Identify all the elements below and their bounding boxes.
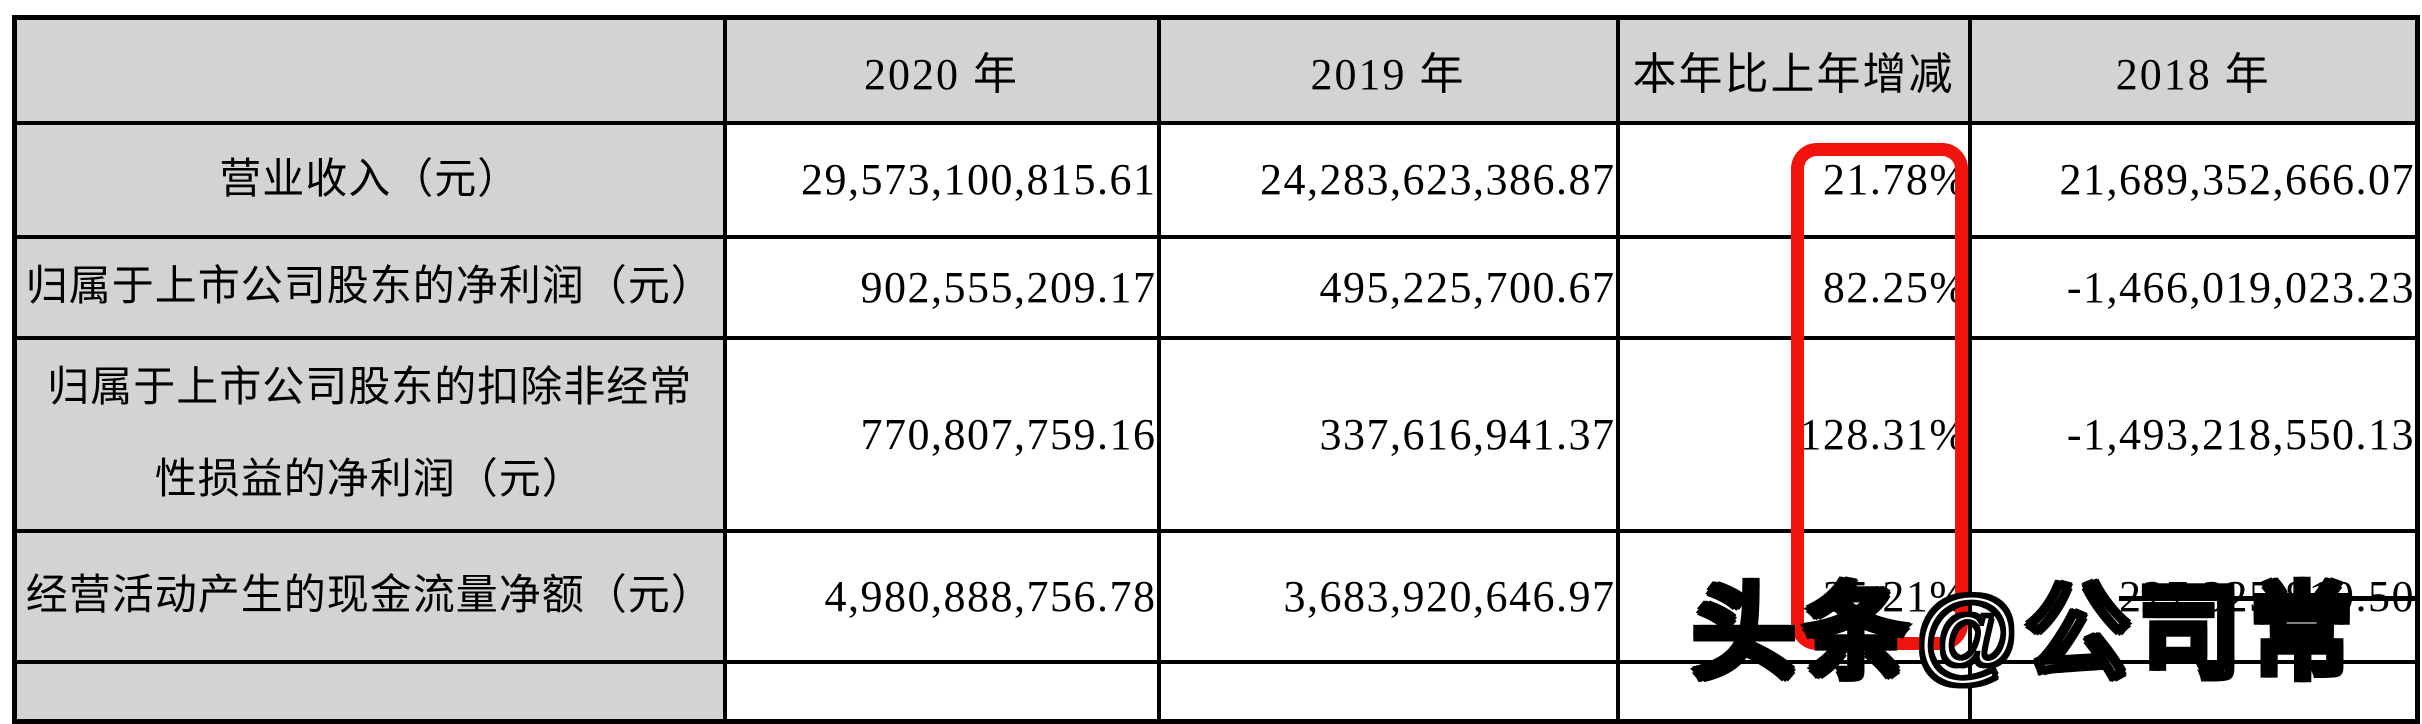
- row-deducted-profit-label: 归属于上市公司股东的扣除非经常性损益的净利润（元）: [12, 335, 727, 533]
- row-deducted-profit-2018: -1,493,218,550.13: [1967, 335, 2420, 533]
- row-deducted-profit-2020: 770,807,759.16: [722, 335, 1161, 533]
- row-deducted-profit: 归属于上市公司股东的扣除非经常性损益的净利润（元） 770,807,759.16…: [12, 335, 2420, 533]
- row-operating-cashflow-label: 经营活动产生的现金流量净额（元）: [12, 528, 727, 664]
- row-deducted-profit-2019: 337,616,941.37: [1156, 335, 1620, 533]
- row-net-profit-2020: 902,555,209.17: [722, 234, 1161, 340]
- header-2019: 2019 年: [1156, 15, 1620, 125]
- row-revenue: 营业收入（元） 29,573,100,815.61 24,283,623,386…: [12, 120, 2420, 239]
- row-operating-cashflow-2020: 4,980,888,756.78: [722, 528, 1161, 664]
- row-operating-cashflow-2019: 3,683,920,646.97: [1156, 528, 1620, 664]
- header-change: 本年比上年增减: [1615, 15, 1972, 125]
- row-net-profit-2019: 495,225,700.67: [1156, 234, 1620, 340]
- row-revenue-2019: 24,283,623,386.87: [1156, 120, 1620, 239]
- row-net-profit: 归属于上市公司股东的净利润（元） 902,555,209.17 495,225,…: [12, 234, 2420, 340]
- row-net-profit-2018: -1,466,019,023.23: [1967, 234, 2420, 340]
- header-2020: 2020 年: [722, 15, 1161, 125]
- row-revenue-2020: 29,573,100,815.61: [722, 120, 1161, 239]
- header-2018: 2018 年: [1967, 15, 2420, 125]
- header-row: 2020 年 2019 年 本年比上年增减 2018 年: [12, 15, 2420, 125]
- row-partial-cell: [722, 659, 1161, 724]
- row-revenue-2018: 21,689,352,666.07: [1967, 120, 2420, 239]
- row-revenue-label: 营业收入（元）: [12, 120, 727, 239]
- row-partial-cell: [1156, 659, 1620, 724]
- row-operating-cashflow-2018: 227,325,819.50: [1967, 528, 2420, 664]
- row-net-profit-label: 归属于上市公司股东的净利润（元）: [12, 234, 727, 340]
- watermark-text: 头条@公司常: [1689, 574, 2362, 695]
- row-partial-label-cell: [12, 659, 727, 724]
- financial-table-screenshot: 2020 年 2019 年 本年比上年增减 2018 年 营业收入（元） 29,…: [12, 15, 2420, 724]
- highlight-box: [1791, 143, 1968, 650]
- header-metric: [12, 15, 727, 125]
